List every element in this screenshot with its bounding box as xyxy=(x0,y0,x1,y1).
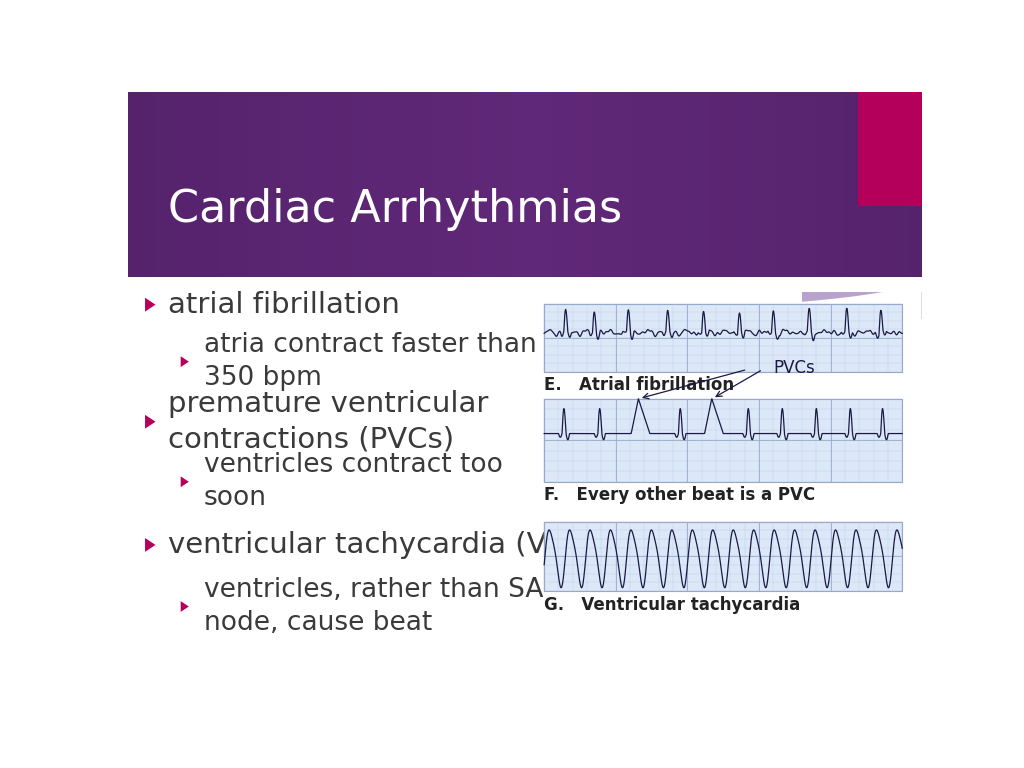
FancyBboxPatch shape xyxy=(858,92,922,206)
Polygon shape xyxy=(868,92,882,277)
Polygon shape xyxy=(895,92,908,277)
Text: ventricles contract too
soon: ventricles contract too soon xyxy=(204,452,503,511)
Polygon shape xyxy=(802,293,922,319)
Polygon shape xyxy=(300,92,313,277)
Polygon shape xyxy=(578,92,591,277)
Polygon shape xyxy=(485,92,499,277)
Polygon shape xyxy=(327,92,340,277)
Polygon shape xyxy=(604,92,617,277)
Polygon shape xyxy=(803,92,816,277)
Polygon shape xyxy=(538,92,551,277)
Polygon shape xyxy=(512,92,524,277)
Polygon shape xyxy=(551,92,564,277)
Polygon shape xyxy=(181,92,195,277)
Polygon shape xyxy=(141,92,155,277)
Polygon shape xyxy=(392,92,406,277)
Polygon shape xyxy=(459,92,472,277)
Text: PVCs: PVCs xyxy=(773,359,815,377)
Polygon shape xyxy=(499,92,512,277)
FancyBboxPatch shape xyxy=(544,399,902,482)
Polygon shape xyxy=(842,92,855,277)
Polygon shape xyxy=(260,92,273,277)
Polygon shape xyxy=(406,92,419,277)
Polygon shape xyxy=(287,92,300,277)
Text: E.   Atrial fibrillation: E. Atrial fibrillation xyxy=(544,376,734,394)
Polygon shape xyxy=(145,538,156,552)
Polygon shape xyxy=(180,601,188,612)
Polygon shape xyxy=(776,92,790,277)
Text: premature ventricular
contractions (PVCs): premature ventricular contractions (PVCs… xyxy=(168,390,488,454)
Polygon shape xyxy=(710,92,723,277)
Polygon shape xyxy=(524,92,538,277)
Polygon shape xyxy=(313,92,327,277)
Polygon shape xyxy=(340,92,353,277)
Polygon shape xyxy=(180,476,188,487)
Polygon shape xyxy=(684,92,696,277)
Text: atrial fibrillation: atrial fibrillation xyxy=(168,290,400,319)
Polygon shape xyxy=(564,92,578,277)
Polygon shape xyxy=(617,92,631,277)
Polygon shape xyxy=(472,92,485,277)
Text: F.   Every other beat is a PVC: F. Every other beat is a PVC xyxy=(544,486,815,505)
Polygon shape xyxy=(631,92,644,277)
Polygon shape xyxy=(207,92,220,277)
Polygon shape xyxy=(195,92,207,277)
Polygon shape xyxy=(816,92,829,277)
Polygon shape xyxy=(882,92,895,277)
Polygon shape xyxy=(736,92,750,277)
Text: ventricular tachycardia (VT): ventricular tachycardia (VT) xyxy=(168,531,575,559)
Polygon shape xyxy=(128,92,141,277)
FancyBboxPatch shape xyxy=(544,521,902,591)
Polygon shape xyxy=(855,92,868,277)
Polygon shape xyxy=(155,92,168,277)
Text: atria contract faster than
350 bpm: atria contract faster than 350 bpm xyxy=(204,332,537,391)
Polygon shape xyxy=(180,356,188,367)
Polygon shape xyxy=(445,92,459,277)
Text: Cardiac Arrhythmias: Cardiac Arrhythmias xyxy=(168,188,623,231)
Polygon shape xyxy=(353,92,367,277)
Polygon shape xyxy=(273,92,287,277)
Polygon shape xyxy=(829,92,842,277)
Polygon shape xyxy=(419,92,432,277)
Polygon shape xyxy=(233,92,247,277)
Polygon shape xyxy=(644,92,657,277)
Polygon shape xyxy=(908,92,922,277)
Polygon shape xyxy=(247,92,260,277)
FancyBboxPatch shape xyxy=(544,304,902,372)
Polygon shape xyxy=(168,92,181,277)
Polygon shape xyxy=(723,92,736,277)
Polygon shape xyxy=(591,92,604,277)
Polygon shape xyxy=(432,92,445,277)
Text: ventricles, rather than SA
node, cause beat: ventricles, rather than SA node, cause b… xyxy=(204,577,544,636)
Polygon shape xyxy=(128,277,922,684)
Polygon shape xyxy=(790,92,803,277)
Text: G.   Ventricular tachycardia: G. Ventricular tachycardia xyxy=(544,596,801,614)
Polygon shape xyxy=(696,92,710,277)
Polygon shape xyxy=(379,92,392,277)
Polygon shape xyxy=(145,415,156,429)
Polygon shape xyxy=(657,92,671,277)
Polygon shape xyxy=(220,92,233,277)
Polygon shape xyxy=(145,298,156,312)
Polygon shape xyxy=(750,92,763,277)
Polygon shape xyxy=(763,92,776,277)
Polygon shape xyxy=(367,92,379,277)
Polygon shape xyxy=(671,92,684,277)
